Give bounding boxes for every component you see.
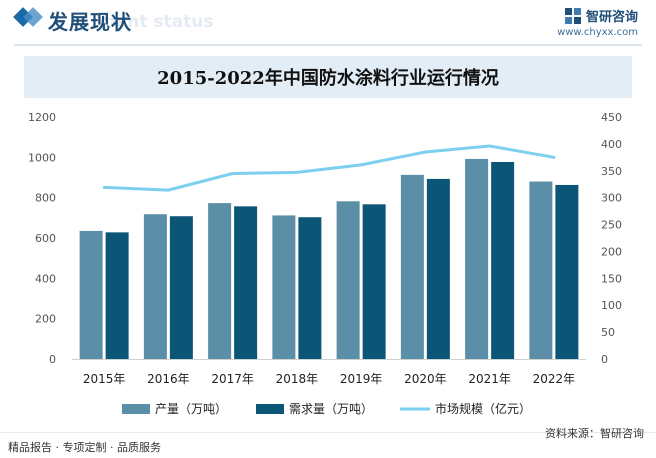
point-market-size [166, 188, 170, 192]
y-left-tick-label: 1200 [28, 111, 56, 124]
bar-demand [105, 232, 129, 359]
bar-production [272, 215, 296, 359]
y-right-tick-label: 350 [601, 165, 622, 178]
legend-label-market-size: 市场规模（亿元） [435, 401, 531, 416]
ghost-subtitle: ment status [98, 12, 214, 32]
y-left-tick-label: 0 [49, 353, 56, 366]
y-right-tick-label: 400 [601, 138, 622, 151]
y-right-tick-label: 0 [601, 353, 608, 366]
y-right-tick-label: 200 [601, 245, 622, 258]
y-right-tick-label: 50 [601, 326, 615, 339]
bar-production [143, 214, 167, 359]
brand-url: www.chyxx.com [557, 27, 638, 38]
bar-production [400, 174, 424, 359]
legend-label-demand: 需求量（万吨） [289, 402, 373, 416]
y-right-tick-label: 250 [601, 219, 622, 232]
bar-demand [426, 178, 450, 359]
y-left-tick-label: 200 [35, 313, 56, 326]
y-right-tick-label: 150 [601, 272, 622, 285]
point-market-size [102, 185, 106, 189]
y-left-tick-label: 1000 [28, 151, 56, 164]
section-title: 发展现状 [48, 10, 132, 34]
legend-label-production: 产量（万吨） [155, 402, 227, 416]
x-tick-label: 2020年 [404, 372, 447, 386]
x-tick-label: 2022年 [533, 372, 576, 386]
y-right-tick-label: 450 [601, 111, 622, 124]
x-tick-label: 2016年 [147, 372, 190, 386]
brand-logo-icon [564, 7, 581, 24]
section-header: ment status 发展现状 智研咨询 www.chyxx.com [0, 0, 656, 40]
point-market-size [488, 144, 492, 148]
brand-name: 智研咨询 [585, 10, 638, 25]
line-market-size [104, 144, 555, 192]
y-left-tick-label: 600 [35, 232, 56, 245]
source-note: 资料来源：智研咨询 [545, 427, 644, 440]
bar-demand [298, 217, 322, 359]
y-right-tick-label: 100 [601, 299, 622, 312]
header-divider [14, 44, 642, 46]
x-tick-label: 2021年 [468, 372, 511, 386]
bar-production [208, 203, 232, 359]
x-tick-label: 2019年 [340, 372, 383, 386]
chart-title: 2015-2022年中国防水涂料行业运行情况 [157, 68, 499, 89]
bar-demand [234, 206, 258, 359]
x-tick-label: 2017年 [211, 372, 254, 386]
point-market-size [423, 150, 427, 154]
footer-divider [0, 432, 656, 433]
footer-tagline: 精品报告 · 专项定制 · 品质服务 [8, 441, 161, 454]
bar-demand [362, 204, 386, 359]
y-right-tick-label: 300 [601, 192, 622, 205]
bar-demand [169, 216, 193, 359]
bar-demand [555, 184, 579, 359]
point-market-size [231, 171, 235, 175]
x-tick-label: 2015年 [83, 372, 126, 386]
bar-production [529, 181, 553, 359]
point-market-size [295, 170, 299, 174]
y-left-tick-label: 800 [35, 192, 56, 205]
bar-demand [491, 161, 515, 359]
point-market-size [359, 163, 363, 167]
bar-production [79, 230, 103, 359]
bar-production [336, 201, 360, 359]
brand: 智研咨询 www.chyxx.com [557, 6, 638, 38]
x-tick-label: 2018年 [276, 372, 319, 386]
point-market-size [552, 155, 556, 159]
chart-title-band: 2015-2022年中国防水涂料行业运行情况 [24, 56, 632, 98]
legend-swatch-production [122, 404, 150, 414]
bar-production [465, 158, 489, 359]
y-left-tick-label: 400 [35, 272, 56, 285]
legend-swatch-demand [256, 404, 284, 414]
